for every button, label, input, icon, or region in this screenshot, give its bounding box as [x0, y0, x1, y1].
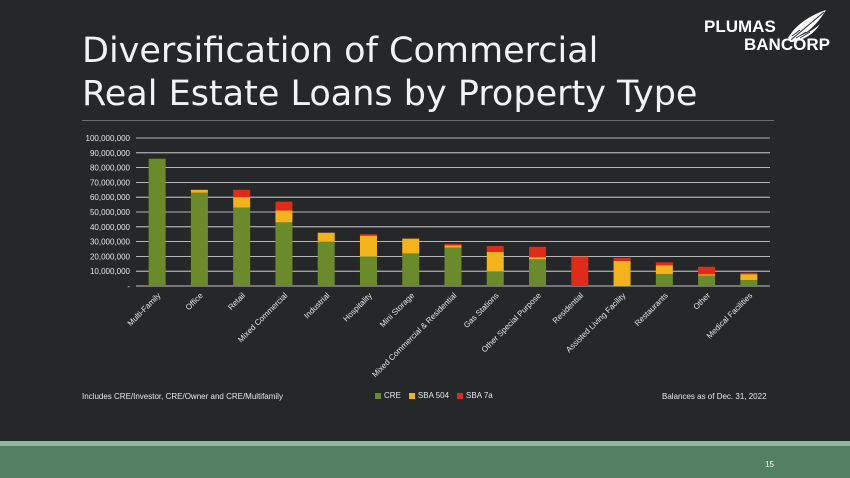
bar-segment [359, 234, 377, 236]
bar-segment [233, 207, 251, 286]
y-tick-label: 50,000,000 [90, 208, 131, 217]
bar-segment [190, 192, 208, 286]
x-tick-label: Multi-Family [126, 291, 163, 328]
bar-segment [740, 272, 758, 275]
bar-segment [486, 251, 504, 272]
bar-segment [317, 241, 335, 286]
y-tick-label: 20,000,000 [90, 252, 131, 261]
bar-segment [233, 197, 251, 208]
y-tick-label: 30,000,000 [90, 238, 131, 247]
footnote-left: Includes CRE/Investor, CRE/Owner and CRE… [82, 392, 283, 401]
legend-item-sba504: SBA 504 [408, 391, 450, 400]
bar-segment [486, 271, 504, 286]
bar-segment [571, 256, 589, 286]
x-tick-label: Industrial [302, 291, 331, 320]
bar-segment [698, 275, 716, 286]
y-tick-label: 80,000,000 [90, 164, 131, 173]
logo-line-2: BANCORP [744, 35, 830, 54]
y-tick-label: 60,000,000 [90, 193, 131, 202]
x-tick-label: Residential [551, 291, 586, 326]
legend-swatch-cre [375, 392, 381, 399]
x-tick-label: Office [184, 291, 205, 312]
bar-segment [529, 259, 547, 286]
feather-icon [785, 10, 826, 45]
bar-segment [655, 274, 673, 286]
bar-segment [655, 262, 673, 266]
bar-segment [148, 158, 166, 286]
x-tick-label: Restaurants [633, 291, 670, 328]
bar-segment [359, 256, 377, 286]
x-tick-label: Other [691, 291, 712, 312]
y-tick-label: 100,000,000 [86, 134, 131, 143]
x-tick-label: Mixed Commercial & Residential [370, 291, 458, 379]
bar-segment [698, 274, 716, 276]
bar-segment [275, 222, 293, 286]
bar-segment [740, 280, 758, 286]
title-line-2: Real Estate Loans by Property Type [82, 74, 698, 114]
y-tick-label: 40,000,000 [90, 223, 131, 232]
legend-item-sba7a: SBA 7a [457, 391, 493, 400]
y-tick-label: 90,000,000 [90, 149, 131, 158]
slide-footer: 15 [0, 446, 850, 478]
bar-segment [444, 243, 462, 246]
title-line-1: Diversification of Commercial [82, 31, 599, 71]
legend-item-cre: CRE [375, 391, 401, 400]
loan-bar-chart: 100,000,000 90,000,000 80,000,000 70,000,00… [86, 134, 770, 379]
bar-segment [613, 260, 631, 286]
y-tick-label: 70,000,000 [90, 178, 131, 187]
bar-segment [190, 189, 208, 193]
bar-segment [655, 265, 673, 275]
legend-label-cre: CRE [384, 391, 401, 400]
legend-label-sba7a: SBA 7a [466, 391, 493, 400]
bar-segment [275, 201, 293, 211]
bar-segment [698, 266, 716, 275]
y-tick-label: - [127, 282, 130, 291]
x-tick-label: Retail [226, 291, 247, 312]
bar-segment [359, 235, 377, 257]
bar-segment [402, 253, 420, 286]
footnote-right: Balances as of Dec. 31, 2022 [662, 392, 767, 401]
bar-segment [740, 274, 758, 281]
x-tick-label: Medical Facilities [705, 291, 754, 340]
x-tick-label: Mini Storage [378, 291, 417, 330]
bar-segment [275, 210, 293, 223]
slide-title: Diversification of Commercial Real Estat… [82, 30, 697, 116]
bar-segment [444, 247, 462, 286]
bar-segment [317, 232, 335, 242]
x-tick-label: Gas Stations [462, 291, 501, 330]
legend-swatch-sba504 [408, 392, 415, 399]
x-tick-label: Hospitality [341, 291, 373, 323]
title-divider [82, 120, 774, 121]
y-tick-label: 10,000,000 [90, 267, 131, 276]
bar-segment [529, 246, 547, 258]
bar-segment [529, 257, 547, 260]
page-number: 15 [765, 460, 774, 469]
bar-segment [444, 245, 462, 248]
bar-segment [402, 238, 420, 254]
footer-accent-line [0, 441, 850, 446]
bar-segment [613, 257, 631, 261]
logo-line-1: PLUMAS [704, 17, 776, 36]
bar-segment [233, 189, 251, 198]
legend-label-sba504: SBA 504 [417, 391, 450, 400]
chart-legend: CRE SBA 504 SBA 7a [375, 391, 493, 400]
company-logo: PLUMAS BANCORP [700, 8, 830, 58]
legend-swatch-sba7a [457, 392, 464, 399]
bar-segment [486, 246, 504, 252]
